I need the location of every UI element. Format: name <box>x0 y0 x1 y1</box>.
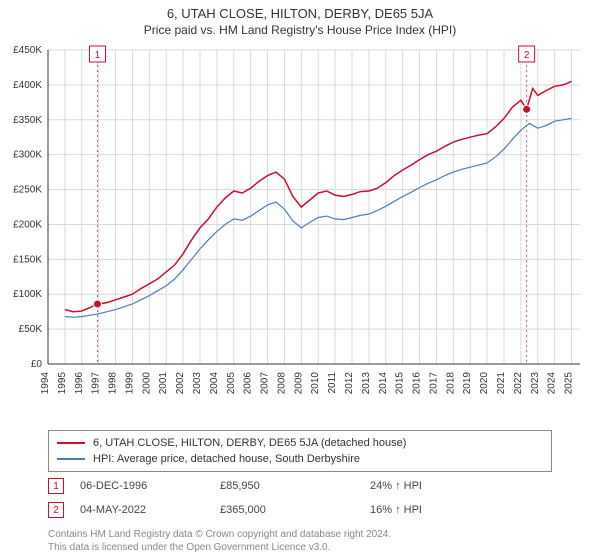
svg-text:£400K: £400K <box>13 80 42 91</box>
svg-text:£200K: £200K <box>13 219 42 230</box>
svg-text:£0: £0 <box>31 359 43 370</box>
legend-label-hpi: HPI: Average price, detached house, Sout… <box>93 453 360 465</box>
svg-text:2017: 2017 <box>428 372 439 395</box>
svg-text:2: 2 <box>524 50 530 61</box>
legend-item-property: 6, UTAH CLOSE, HILTON, DERBY, DE65 5JA (… <box>57 435 543 451</box>
sale-date-2: 04-MAY-2022 <box>80 504 220 516</box>
svg-text:£50K: £50K <box>19 324 43 335</box>
svg-text:2021: 2021 <box>496 372 507 395</box>
svg-text:2005: 2005 <box>226 372 237 395</box>
legend-swatch-property <box>57 442 85 444</box>
svg-text:2022: 2022 <box>513 372 524 395</box>
sale-price-2: £365,000 <box>220 504 330 516</box>
legend-label-property: 6, UTAH CLOSE, HILTON, DERBY, DE65 5JA (… <box>93 437 406 449</box>
legend-swatch-hpi <box>57 458 85 460</box>
svg-text:2019: 2019 <box>462 372 473 395</box>
svg-text:2015: 2015 <box>395 372 406 395</box>
svg-text:1: 1 <box>95 50 101 61</box>
svg-text:£250K: £250K <box>13 185 42 196</box>
svg-text:2008: 2008 <box>276 372 287 395</box>
svg-text:£350K: £350K <box>13 115 42 126</box>
sale-price-1: £85,950 <box>220 480 330 492</box>
svg-text:£100K: £100K <box>13 289 42 300</box>
footnote-line-2: This data is licensed under the Open Gov… <box>48 541 391 554</box>
page-subtitle: Price paid vs. HM Land Registry's House … <box>0 21 600 37</box>
svg-text:1997: 1997 <box>91 372 102 395</box>
footnote-line-1: Contains HM Land Registry data © Crown c… <box>48 528 391 541</box>
price-chart: £0 £50K £100K £150K £200K £250K £300K £350K £400… <box>0 44 600 424</box>
svg-text:£300K: £300K <box>13 150 42 161</box>
page-title: 6, UTAH CLOSE, HILTON, DERBY, DE65 5JA <box>0 0 600 21</box>
sale-delta-2: 16% ↑ HPI <box>370 504 422 516</box>
svg-text:2025: 2025 <box>564 372 575 395</box>
svg-text:1998: 1998 <box>108 372 119 395</box>
svg-text:2000: 2000 <box>141 372 152 395</box>
svg-text:2023: 2023 <box>530 372 541 395</box>
svg-text:2011: 2011 <box>327 372 338 394</box>
svg-text:1999: 1999 <box>124 372 135 395</box>
svg-text:2020: 2020 <box>479 372 490 395</box>
sale-date-1: 06-DEC-1996 <box>80 480 220 492</box>
svg-text:2007: 2007 <box>260 372 271 395</box>
svg-text:2006: 2006 <box>243 372 254 395</box>
svg-text:2012: 2012 <box>344 372 355 395</box>
svg-text:1996: 1996 <box>74 372 85 395</box>
svg-text:1994: 1994 <box>40 372 51 395</box>
svg-text:2014: 2014 <box>378 372 389 395</box>
svg-text:2009: 2009 <box>293 372 304 395</box>
sale-row-2: 2 04-MAY-2022 £365,000 16% ↑ HPI <box>48 502 552 518</box>
svg-text:2016: 2016 <box>412 372 423 395</box>
svg-text:£450K: £450K <box>13 45 42 56</box>
svg-text:2001: 2001 <box>158 372 169 395</box>
sale-marker-2: 2 <box>48 502 64 518</box>
svg-text:2024: 2024 <box>547 372 558 395</box>
svg-text:2018: 2018 <box>445 372 456 395</box>
sale-row-1: 1 06-DEC-1996 £85,950 24% ↑ HPI <box>48 478 552 494</box>
legend: 6, UTAH CLOSE, HILTON, DERBY, DE65 5JA (… <box>48 430 552 472</box>
svg-text:2013: 2013 <box>361 372 372 395</box>
svg-text:2003: 2003 <box>192 372 203 395</box>
sale-delta-1: 24% ↑ HPI <box>370 480 422 492</box>
sale-marker-1: 1 <box>48 478 64 494</box>
svg-text:£150K: £150K <box>13 254 42 265</box>
svg-text:2002: 2002 <box>175 372 186 395</box>
svg-text:1995: 1995 <box>57 372 68 395</box>
legend-item-hpi: HPI: Average price, detached house, Sout… <box>57 451 543 467</box>
svg-text:2010: 2010 <box>310 372 321 395</box>
svg-text:2004: 2004 <box>209 372 220 395</box>
footnote: Contains HM Land Registry data © Crown c… <box>48 528 391 554</box>
